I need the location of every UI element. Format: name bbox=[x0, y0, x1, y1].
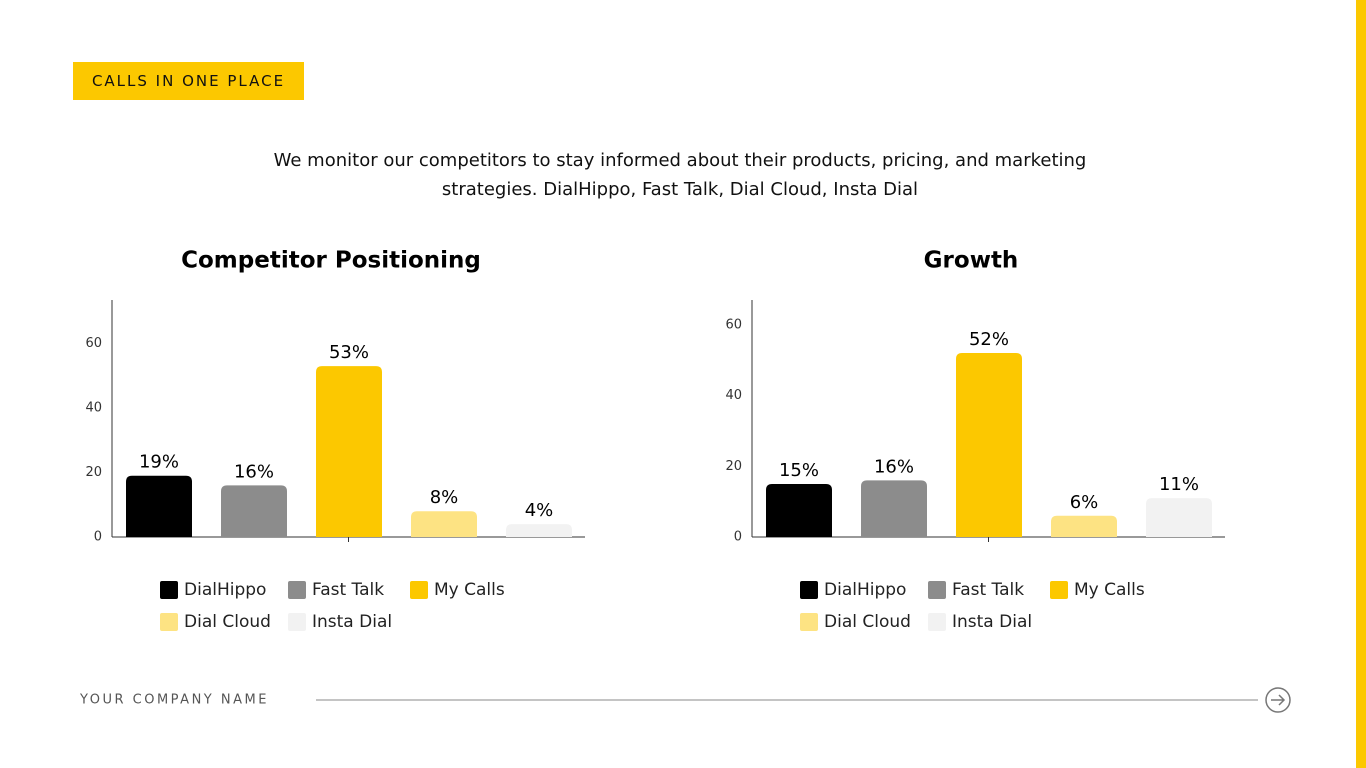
bar bbox=[316, 366, 382, 537]
description: We monitor our competitors to stay infor… bbox=[273, 150, 1087, 200]
legend-label: My Calls bbox=[434, 580, 505, 600]
legend-swatch bbox=[288, 613, 306, 631]
y-tick-label: 20 bbox=[725, 459, 742, 474]
legend-label: Insta Dial bbox=[312, 612, 392, 632]
bar bbox=[506, 524, 572, 537]
value-label: 6% bbox=[1070, 492, 1099, 513]
legend-label: Dial Cloud bbox=[824, 612, 911, 632]
value-label: 53% bbox=[329, 342, 369, 363]
section-tag: CALLS IN ONE PLACE bbox=[73, 62, 304, 100]
value-label: 16% bbox=[874, 456, 914, 477]
legend-label: Dial Cloud bbox=[184, 612, 271, 632]
legend-swatch bbox=[1050, 581, 1068, 599]
bar bbox=[956, 353, 1022, 537]
legend-label: Insta Dial bbox=[952, 612, 1032, 632]
legend-label: DialHippo bbox=[184, 580, 266, 600]
bar bbox=[861, 480, 927, 537]
chart-title: Growth bbox=[924, 248, 1019, 274]
value-label: 15% bbox=[779, 460, 819, 481]
value-label: 19% bbox=[139, 452, 179, 473]
company-name: YOUR COMPANY NAME bbox=[79, 693, 269, 708]
y-tick-label: 0 bbox=[94, 530, 102, 545]
legend-swatch bbox=[160, 613, 178, 631]
next-button[interactable] bbox=[1265, 687, 1291, 713]
bar bbox=[766, 483, 832, 537]
y-tick-label: 20 bbox=[85, 465, 102, 480]
legend-swatch bbox=[800, 581, 818, 599]
legend-swatch bbox=[928, 613, 946, 631]
legend-label: My Calls bbox=[1074, 580, 1145, 600]
y-tick-label: 40 bbox=[85, 401, 102, 416]
value-label: 8% bbox=[430, 487, 459, 508]
legend-swatch bbox=[800, 613, 818, 631]
value-label: 4% bbox=[525, 500, 554, 521]
bar bbox=[411, 511, 477, 537]
legend-swatch bbox=[928, 581, 946, 599]
accent-stripe bbox=[1356, 0, 1366, 768]
legend-swatch bbox=[160, 581, 178, 599]
y-tick-label: 40 bbox=[725, 388, 742, 403]
bar bbox=[221, 485, 287, 537]
y-tick-label: 0 bbox=[734, 530, 742, 545]
legend-swatch bbox=[410, 581, 428, 599]
y-tick-label: 60 bbox=[725, 317, 742, 332]
legend-label: DialHippo bbox=[824, 580, 906, 600]
value-label: 11% bbox=[1159, 474, 1199, 495]
y-tick-label: 60 bbox=[85, 336, 102, 351]
legend-label: Fast Talk bbox=[312, 580, 384, 600]
bar bbox=[126, 475, 192, 537]
legend-swatch bbox=[288, 581, 306, 599]
bar bbox=[1146, 498, 1212, 537]
bar bbox=[1051, 515, 1117, 537]
chart-title: Competitor Positioning bbox=[181, 248, 481, 274]
legend-label: Fast Talk bbox=[952, 580, 1024, 600]
value-label: 52% bbox=[969, 329, 1009, 350]
value-label: 16% bbox=[234, 461, 274, 482]
